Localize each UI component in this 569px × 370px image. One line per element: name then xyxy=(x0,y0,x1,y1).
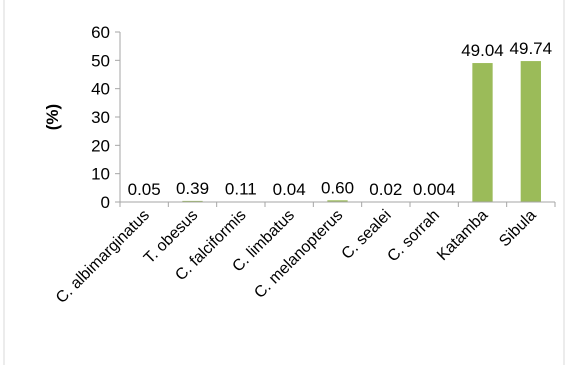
y-tick-label: 10 xyxy=(91,165,110,184)
bar xyxy=(472,63,492,202)
data-label: 0.11 xyxy=(225,180,257,199)
y-tick-label: 60 xyxy=(91,23,110,42)
y-tick-label: 30 xyxy=(91,108,110,127)
x-category-label: C. melanopterus xyxy=(251,207,346,302)
x-category-label: C. albimarginatus xyxy=(53,207,153,307)
data-label: 49.04 xyxy=(461,41,504,60)
x-category-label: Sibula xyxy=(496,207,540,251)
x-category-label: Katamba xyxy=(434,207,491,264)
data-label: 0.02 xyxy=(369,180,402,199)
y-tick-label: 50 xyxy=(91,51,110,70)
data-label: 0.60 xyxy=(321,178,354,197)
bar xyxy=(521,61,541,202)
data-label: 0.004 xyxy=(413,180,456,199)
y-tick-label: 0 xyxy=(101,193,110,212)
data-label: 0.05 xyxy=(128,180,161,199)
y-tick-label: 40 xyxy=(91,80,110,99)
y-tick-label: 20 xyxy=(91,136,110,155)
data-label: 0.04 xyxy=(273,180,306,199)
x-category-label: C. sorrah xyxy=(384,207,443,266)
data-label: 49.74 xyxy=(510,39,553,58)
y-axis-title: (%) xyxy=(43,104,62,130)
data-label: 0.39 xyxy=(176,179,209,198)
